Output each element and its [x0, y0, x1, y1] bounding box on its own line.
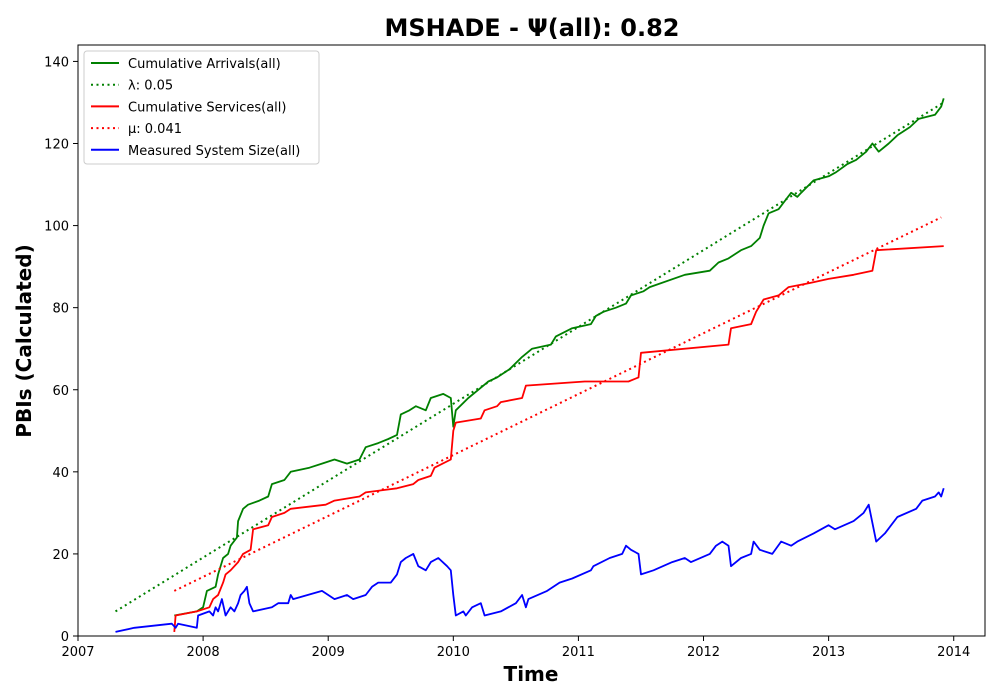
- x-tick-label: 2014: [937, 645, 970, 660]
- x-tick-label: 2010: [437, 645, 470, 660]
- series-line-3: [173, 245, 944, 632]
- y-tick-label: 60: [52, 384, 69, 399]
- legend-label: Cumulative Services(all): [128, 100, 286, 115]
- y-tick-label: 20: [52, 548, 69, 563]
- series-line-4: [173, 216, 942, 592]
- y-tick-label: 120: [44, 138, 69, 153]
- series-line-5: [115, 488, 945, 633]
- x-tick-label: 2012: [687, 645, 720, 660]
- chart-title: MSHADE - Ψ(all): 0.82: [385, 14, 680, 42]
- x-tick-label: 2009: [312, 645, 345, 660]
- legend-label: μ: 0.041: [128, 122, 182, 137]
- y-tick-label: 100: [44, 220, 69, 235]
- y-tick-label: 40: [52, 466, 69, 481]
- x-tick-label: 2007: [61, 645, 94, 660]
- x-axis: 2007 2008 2009 2010 2011 2012 2013 2014: [61, 636, 970, 660]
- y-axis-title: PBIs (Calculated): [12, 244, 36, 437]
- legend-box: [83, 50, 320, 165]
- legend-label: Measured System Size(all): [128, 144, 300, 159]
- x-tick-label: 2013: [812, 645, 845, 660]
- plot-frame: [77, 44, 986, 637]
- y-tick-label: 80: [52, 302, 69, 317]
- y-tick-label: 0: [61, 630, 69, 645]
- series-line-1: [174, 98, 945, 617]
- x-tick-label: 2011: [562, 645, 595, 660]
- x-axis-title: Time: [504, 662, 559, 686]
- legend: Cumulative Arrivals(all) λ: 0.05 Cumulativ…: [83, 50, 320, 165]
- series-line-2: [114, 101, 945, 613]
- y-tick-label: 140: [44, 55, 69, 70]
- legend-label: Cumulative Arrivals(all): [128, 57, 281, 72]
- plot-area: [114, 98, 945, 633]
- legend-label: λ: 0.05: [128, 79, 173, 94]
- y-axis: 0 20 40 60 80 100 120 140: [44, 55, 78, 645]
- x-tick-label: 2008: [187, 645, 220, 660]
